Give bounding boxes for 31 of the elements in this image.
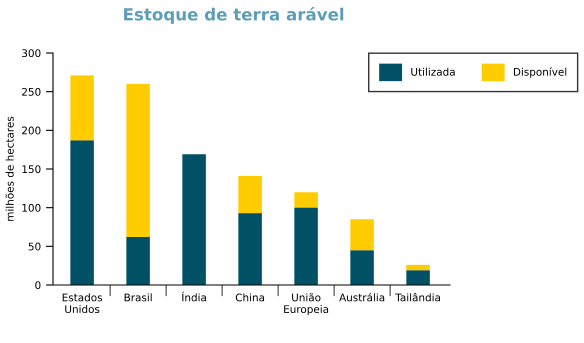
bar bbox=[350, 219, 374, 250]
x-tick-label: Índia bbox=[182, 292, 206, 302]
bar bbox=[70, 140, 94, 285]
bar bbox=[70, 75, 94, 140]
y-tick-label: 200 bbox=[22, 126, 40, 134]
x-tick-label: Tailândia bbox=[395, 292, 440, 302]
y-axis-title: milhões de hectares bbox=[5, 116, 14, 221]
bar bbox=[182, 154, 206, 285]
bar bbox=[126, 84, 150, 238]
x-tick-label: China bbox=[236, 293, 264, 302]
x-tick-label: Estados Unidos bbox=[62, 293, 102, 314]
y-tick-label: 300 bbox=[22, 49, 40, 58]
x-tick-label: Brasil bbox=[124, 293, 152, 302]
chart-title: Estoque de terra arável bbox=[124, 7, 344, 24]
legend-label: Utilizada bbox=[411, 68, 455, 76]
bar bbox=[294, 208, 318, 285]
bar bbox=[238, 213, 262, 285]
bar bbox=[406, 264, 430, 270]
bar bbox=[126, 237, 150, 285]
legend-label: Disponível bbox=[514, 67, 566, 78]
bar bbox=[238, 176, 262, 214]
y-tick-label: 50 bbox=[28, 242, 41, 250]
x-tick-label: União Europeia bbox=[284, 293, 328, 316]
bar bbox=[406, 270, 430, 285]
bar bbox=[350, 250, 374, 285]
x-tick-label: Austrália bbox=[339, 292, 384, 302]
y-tick-label: 150 bbox=[22, 165, 40, 174]
y-tick-label: 100 bbox=[22, 204, 40, 212]
y-tick-label: 250 bbox=[22, 88, 40, 96]
y-tick-label: 0 bbox=[35, 281, 41, 290]
bar bbox=[294, 192, 318, 208]
